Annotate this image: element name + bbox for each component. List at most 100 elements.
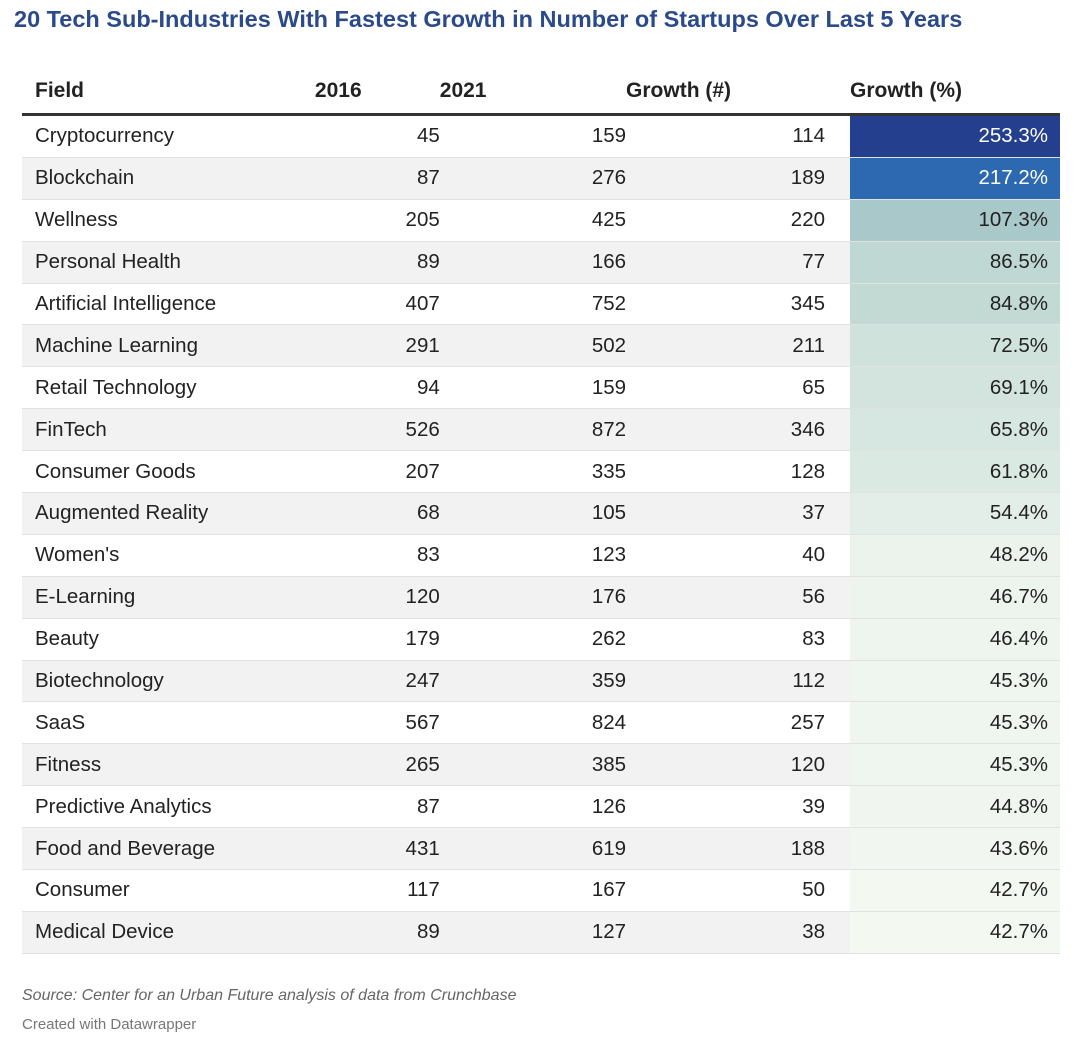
cell-field: Medical Device (35, 920, 174, 944)
header-field: Field (35, 78, 85, 102)
cell-field: Machine Learning (35, 333, 198, 357)
cell-growth-number: 189 (790, 166, 826, 190)
cell-growth-percent: 72.5% (850, 325, 1060, 367)
cell-growth-percent: 54.4% (850, 493, 1060, 534)
cell-growth-number: 128 (790, 459, 826, 483)
cell-2021: 359 (591, 669, 627, 693)
table-row: Consumer Goods 207 335 128 61.8% (22, 451, 1060, 494)
cell-growth-percent: 84.8% (850, 283, 1060, 325)
cell-field: FinTech (35, 417, 107, 441)
cell-field: Augmented Reality (35, 501, 209, 525)
cell-field: Women's (35, 543, 120, 567)
header-2016: 2016 (314, 78, 362, 102)
cell-growth-number: 56 (802, 585, 826, 609)
cell-2016: 265 (405, 752, 440, 776)
cell-2021: 276 (591, 166, 627, 190)
source-note: Source: Center for an Urban Future analy… (22, 987, 517, 1004)
cell-2021: 425 (591, 208, 627, 232)
cell-growth-percent: 217.2% (850, 157, 1060, 199)
cell-2021: 385 (591, 752, 627, 776)
table-row: Medical Device 89 127 38 42.7% (22, 911, 1060, 954)
cell-field: Blockchain (35, 166, 135, 190)
cell-2021: 176 (591, 585, 627, 609)
cell-2016: 205 (405, 208, 440, 232)
table-row: Personal Health 89 166 77 86.5% (22, 241, 1060, 284)
cell-growth-number: 211 (792, 333, 826, 357)
cell-growth-number: 77 (802, 250, 826, 274)
cell-2021: 824 (591, 710, 627, 734)
header-growth-percent: Growth (%) (850, 78, 962, 102)
cell-growth-percent: 61.8% (850, 451, 1060, 493)
cell-growth-percent: 86.5% (850, 241, 1060, 283)
cell-2016: 179 (405, 627, 440, 651)
cell-growth-percent: 69.1% (850, 367, 1060, 409)
cell-2016: 291 (405, 333, 440, 357)
chart-title: 20 Tech Sub-Industries With Fastest Grow… (14, 6, 963, 32)
cell-field: Food and Beverage (35, 836, 216, 860)
table-row: Biotechnology 247 359 112 45.3% (22, 660, 1060, 703)
table-header: Field 2016 2021 Growth (#) Growth (%) (22, 68, 1060, 116)
cell-growth-number: 83 (802, 627, 826, 651)
cell-2016: 83 (416, 543, 440, 567)
table-row: Fitness 265 385 120 45.3% (22, 744, 1060, 787)
cell-growth-percent: 45.3% (850, 702, 1060, 744)
header-2021: 2021 (439, 78, 487, 102)
cell-2016: 526 (405, 417, 440, 441)
cell-growth-percent: 44.8% (850, 786, 1060, 828)
table-row: Cryptocurrency 45 159 114 253.3% (22, 116, 1060, 158)
cell-growth-number: 346 (790, 417, 826, 441)
table-row: Blockchain 87 276 189 217.2% (22, 157, 1060, 200)
cell-2016: 45 (416, 124, 440, 148)
cell-2016: 407 (405, 292, 440, 315)
data-table: Field 2016 2021 Growth (#) Growth (%) Cr… (22, 68, 1060, 954)
cell-growth-number: 50 (802, 878, 826, 902)
table-row: SaaS 567 824 257 45.3% (22, 702, 1060, 745)
cell-growth-number: 112 (792, 669, 826, 693)
cell-2016: 567 (405, 710, 440, 734)
cell-growth-number: 257 (790, 710, 826, 734)
cell-growth-number: 40 (802, 543, 826, 567)
cell-2016: 94 (416, 375, 440, 399)
table-row: Consumer 117 167 50 42.7% (22, 870, 1060, 912)
cell-2021: 159 (591, 375, 627, 399)
table-row: E-Learning 120 176 56 46.7% (22, 576, 1060, 619)
cell-2016: 120 (405, 585, 440, 609)
cell-field: Artificial Intelligence (35, 292, 217, 315)
table-row: Beauty 179 262 83 46.4% (22, 618, 1060, 661)
cell-field: Wellness (35, 208, 118, 232)
cell-growth-percent: 65.8% (850, 409, 1060, 451)
cell-growth-number: 188 (790, 836, 826, 860)
cell-2021: 872 (591, 417, 627, 441)
cell-growth-number: 114 (792, 124, 826, 148)
cell-growth-percent: 48.2% (850, 534, 1060, 576)
cell-2021: 123 (591, 543, 627, 567)
cell-field: E-Learning (35, 585, 136, 609)
table-row: Machine Learning 291 502 211 72.5% (22, 325, 1060, 368)
cell-growth-percent: 45.3% (850, 660, 1060, 702)
cell-2016: 89 (416, 250, 440, 274)
cell-field: SaaS (35, 710, 86, 734)
cell-2016: 87 (416, 166, 440, 190)
cell-2016: 431 (405, 836, 440, 860)
cell-growth-number: 120 (790, 752, 826, 776)
cell-field: Predictive Analytics (35, 794, 212, 818)
table-row: Artificial Intelligence 407 752 345 84.8% (22, 283, 1060, 326)
cell-2016: 68 (416, 501, 440, 525)
cell-growth-percent: 43.6% (850, 828, 1060, 870)
cell-field: Cryptocurrency (35, 124, 174, 148)
cell-growth-number: 220 (790, 208, 826, 232)
cell-2021: 127 (591, 920, 627, 944)
cell-field: Personal Health (35, 250, 181, 274)
cell-growth-percent: 45.3% (850, 744, 1060, 786)
cell-field: Consumer (35, 878, 130, 902)
cell-2021: 335 (591, 459, 627, 483)
cell-field: Fitness (35, 752, 102, 776)
table-body: Cryptocurrency 45 159 114 253.3% Blockchain 87… (22, 116, 1060, 954)
cell-2021: 105 (591, 501, 627, 525)
cell-growth-percent: 107.3% (850, 199, 1060, 241)
cell-2021: 502 (591, 333, 627, 357)
cell-growth-number: 65 (802, 375, 826, 399)
header-growth-number: Growth (#) (626, 78, 732, 102)
cell-growth-percent: 253.3% (850, 116, 1060, 157)
cell-2021: 166 (591, 250, 627, 274)
